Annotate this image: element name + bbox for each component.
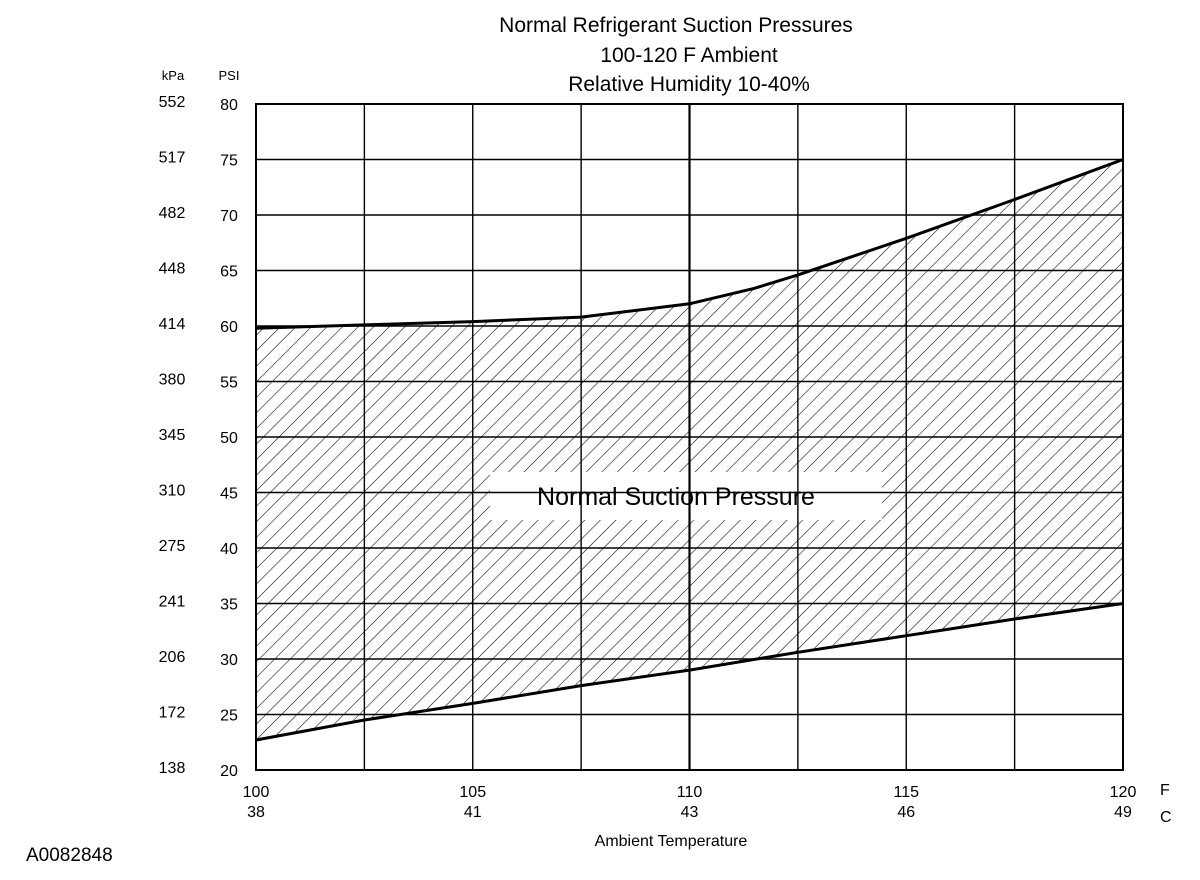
x-tick-label-c: 49 [1114,804,1132,821]
y-tick-label-kpa: 380 [159,372,186,389]
region-label-box [490,472,882,520]
y-tick-label-kpa: 138 [159,760,186,777]
y-tick-label-kpa: 310 [159,483,186,500]
y-unit-psi: PSI [219,68,240,83]
y-tick-label-psi: 35 [220,597,238,614]
y-tick-label-kpa: 552 [159,94,186,111]
y-tick-label-kpa: 517 [159,150,186,167]
y-tick-label-kpa: 275 [159,538,186,555]
y-tick-label-psi: 45 [220,486,238,503]
plot-border [255,103,1124,771]
x-tick-label-f: 115 [893,784,919,801]
y-tick-label-psi: 20 [220,763,238,780]
y-tick-label-psi: 55 [220,375,238,392]
x-tick-labels: 100 38 105 41 110 43 115 46 120 49 [243,784,1137,821]
y-tick-label-kpa: 241 [159,594,186,611]
figure-code: A0082848 [26,845,113,866]
y-tick-label-kpa: 482 [159,205,186,222]
x-tick-label-f: 110 [677,784,703,801]
x-tick-label-f: 120 [1110,784,1137,801]
x-tick-label-c: 46 [897,804,915,821]
chart-title-line-3: Relative Humidity 10-40% [568,73,810,96]
chart-title-line-1: Normal Refrigerant Suction Pressures [499,14,853,37]
y-unit-kpa: kPa [162,68,185,83]
y-tick-label-psi: 30 [220,652,238,669]
x-unit-f: F [1160,782,1170,799]
x-tick-label-c: 41 [464,804,482,821]
lower-bound-line [255,602,1124,742]
x-tick-label-c: 43 [681,804,699,821]
x-unit-c: C [1160,809,1172,826]
y-tick-label-psi: 40 [220,541,238,558]
y-tick-label-psi: 50 [220,430,238,447]
y-tick-label-psi: 25 [220,708,238,725]
x-axis-label: Ambient Temperature [595,833,748,850]
upper-bound-line [255,158,1124,330]
x-tick-label-c: 38 [247,804,265,821]
y-tick-label-psi: 75 [220,153,238,170]
y-tick-label-kpa: 448 [159,261,186,278]
y-tick-labels: 80 552 75 517 70 482 65 448 60 414 55 380 50 345 45 310… [159,94,238,780]
y-tick-label-kpa: 414 [159,316,186,333]
y-tick-label-kpa: 206 [159,649,186,666]
y-tick-label-psi: 65 [220,264,238,281]
region-label: Normal Suction Pressure [537,483,815,511]
y-tick-label-kpa: 345 [159,427,186,444]
y-tick-label-kpa: 172 [159,705,186,722]
x-tick-label-f: 100 [243,784,270,801]
chart-title-line-2: 100-120 F Ambient [600,44,778,67]
y-tick-label-psi: 70 [220,208,238,225]
y-tick-label-psi: 60 [220,319,238,336]
y-tick-label-psi: 80 [220,97,238,114]
x-tick-label-f: 105 [459,784,486,801]
